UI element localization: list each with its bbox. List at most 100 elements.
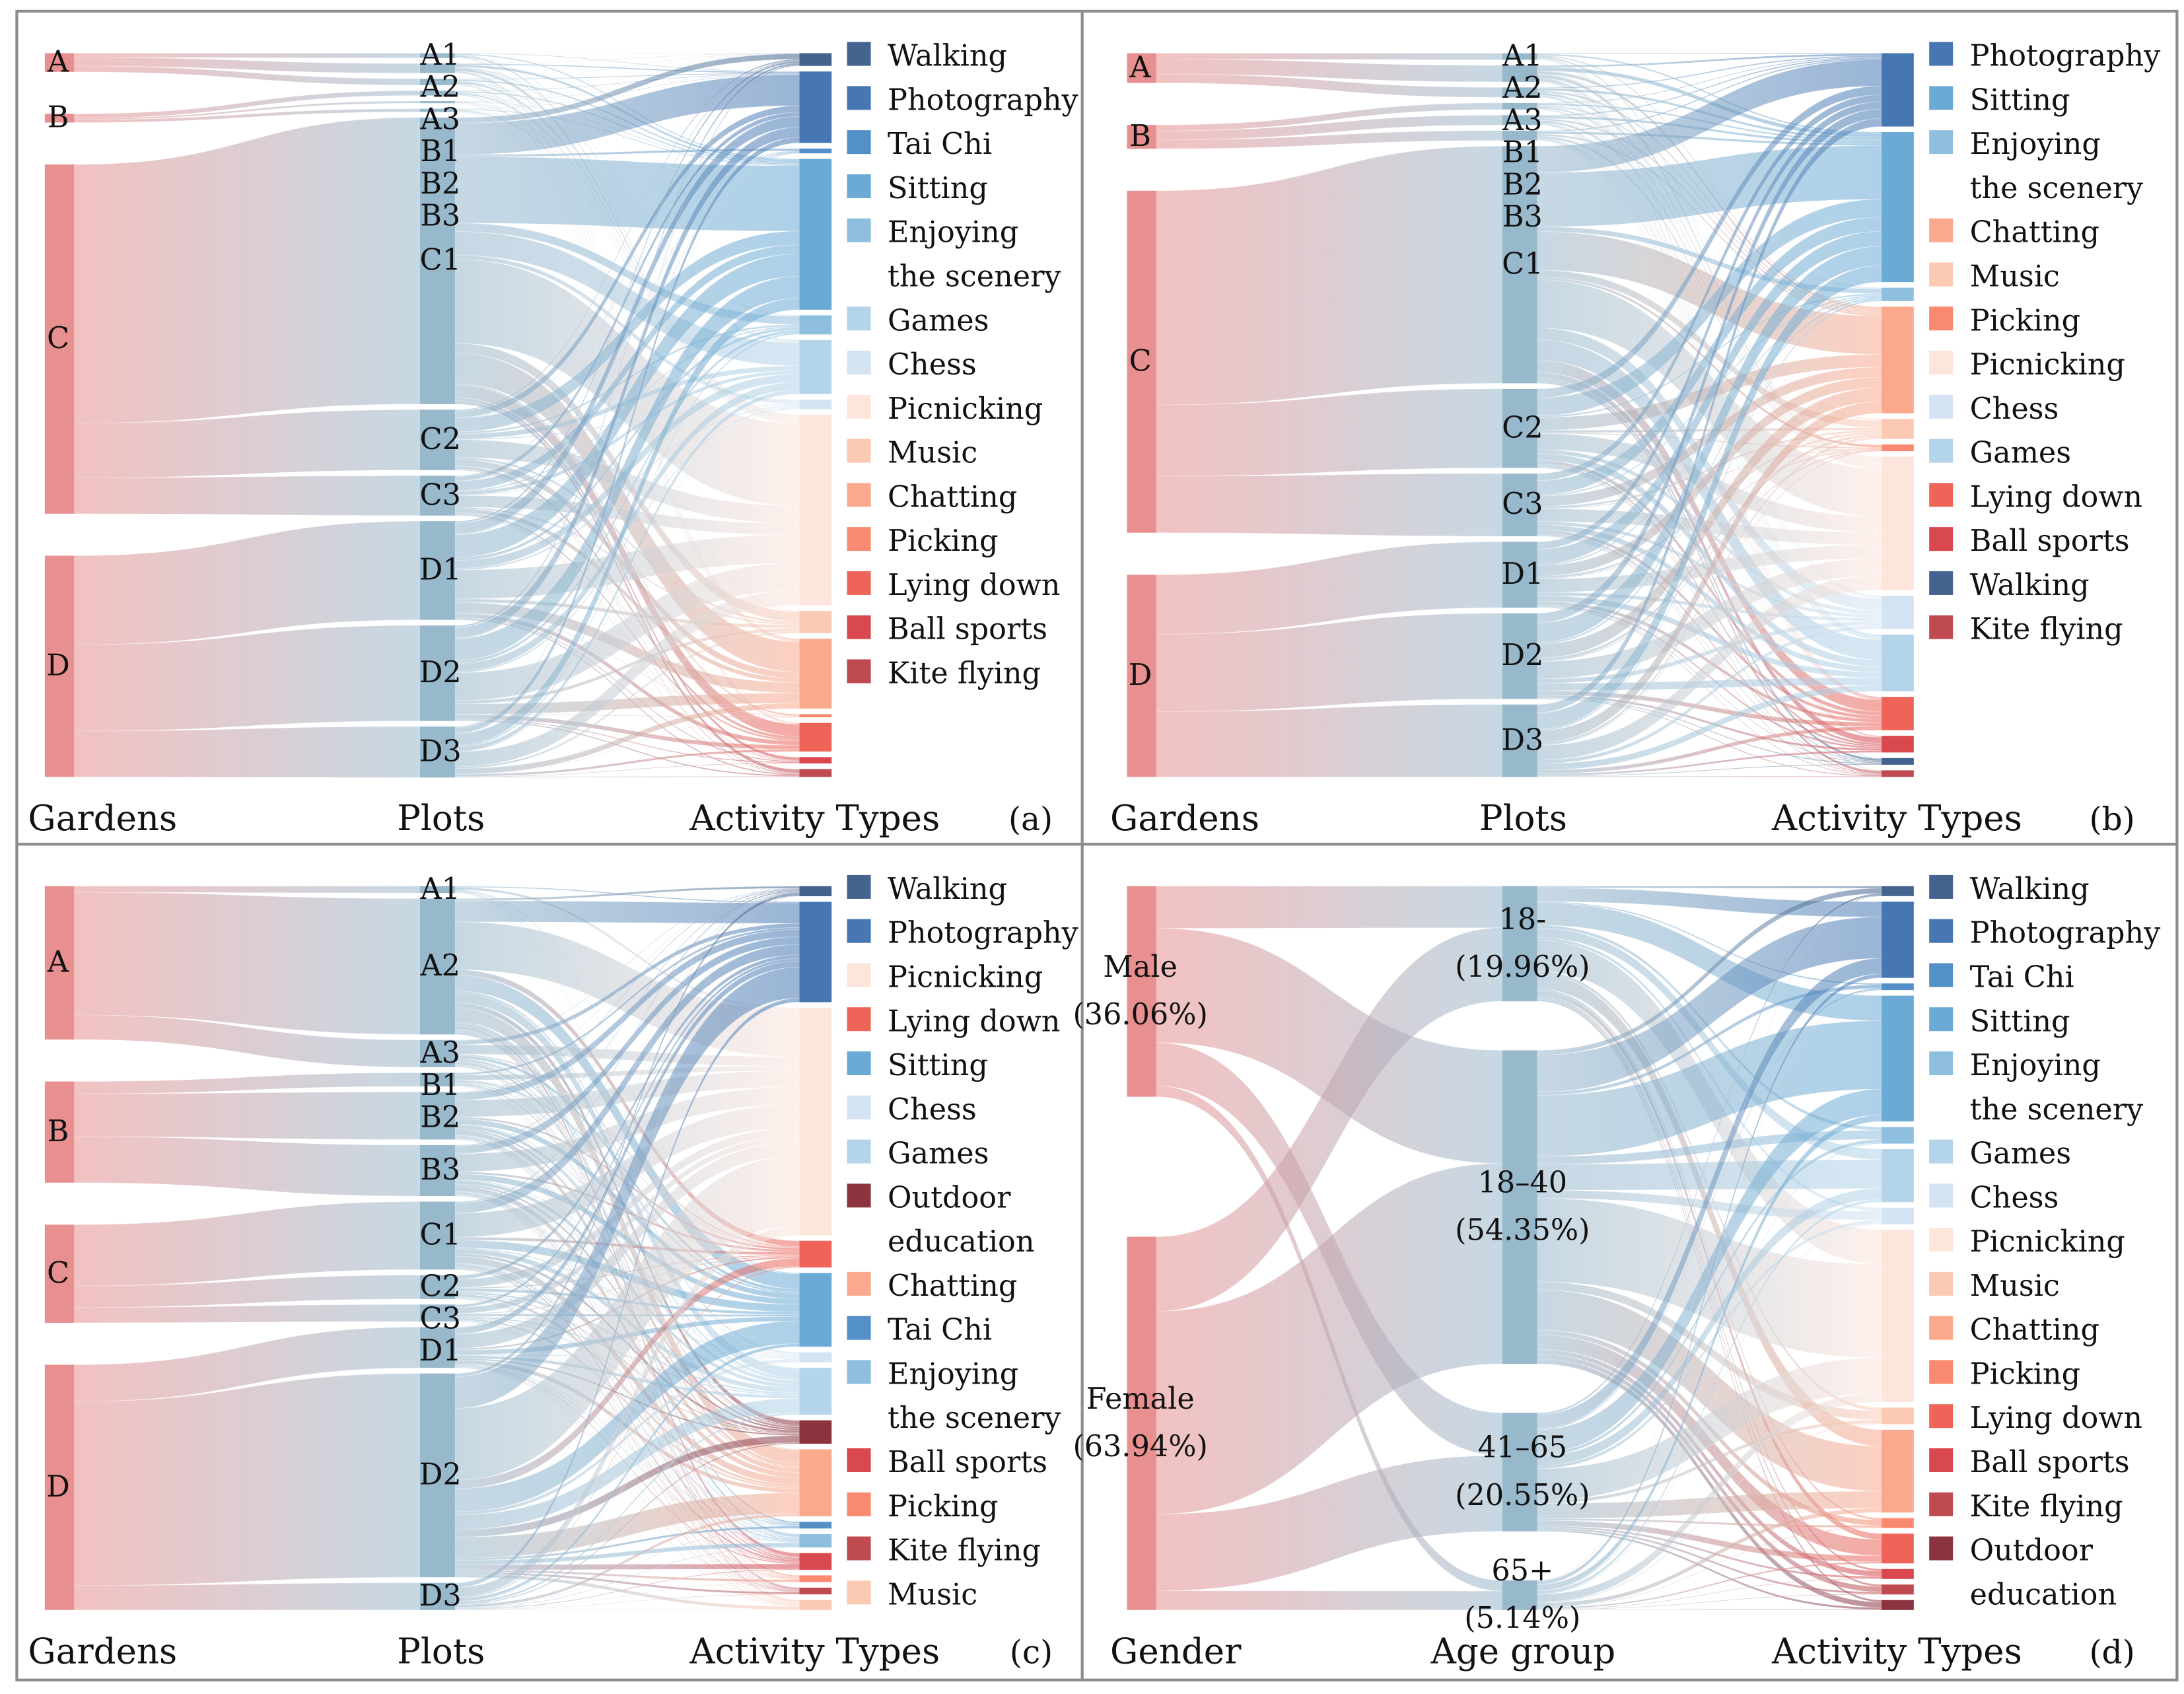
node-tai-chi [799,1522,832,1529]
legend-swatch [1929,1536,1954,1561]
node-photography [799,71,832,143]
node-label: A3 [1502,104,1542,137]
legend-label: Tai Chi [1970,960,2074,994]
axis-label-left: Gardens [28,798,177,839]
node-chess [799,400,832,409]
flow-link [1156,473,1503,537]
node-sitting [1882,995,1914,1122]
node-d [44,1364,75,1610]
node-c [44,164,75,514]
legend-swatch [1929,1183,1954,1208]
legend-label: Picking [888,1490,998,1524]
legend: Walking Photography Picnicking Lying down Si… [847,872,1079,1611]
legend-swatch [1929,306,1954,331]
node-picnicking [799,1007,832,1236]
node-label: B2 [1502,168,1543,201]
flow-link [1537,53,1882,55]
node-label: D1 [1501,557,1543,591]
flow-link [1537,450,1882,746]
node-lying-down [1882,1534,1914,1564]
flow-link [1537,973,1882,1585]
legend-swatch [1929,439,1954,463]
legend-label: Chatting [1970,216,2099,250]
node-male [1127,886,1157,1097]
legend-label: Outdoor education [888,1181,1035,1259]
node-label: D1 [419,553,462,587]
node-b1 [419,1073,455,1086]
source-nodes: A B C D [44,886,75,1610]
node-label: C1 [1502,248,1543,281]
flow-link [73,117,421,424]
legend-label: Chess [888,348,977,382]
node-label: C2 [1502,411,1543,445]
node-chatting [1882,1429,1914,1513]
legend-label: Kite flying [1970,1490,2123,1524]
node-games [799,1368,832,1415]
node-label: B3 [420,199,460,233]
node-b1 [1502,102,1537,110]
legend-swatch [847,439,871,463]
legend-swatch [1929,1360,1954,1384]
node-outdoor-education [1882,1600,1914,1610]
legend-swatch [847,218,871,242]
legend-label: Lying down [888,1005,1060,1038]
node-41-65 [1502,1413,1537,1532]
panel-tag: (d) [2090,1634,2135,1671]
node-percent-label: (20.55%) [1455,1479,1590,1512]
legend-swatch [847,1139,871,1164]
middle-nodes: 18- (19.96%) 18–40 (54.35%) 41–65 (20.55%) 65+… [1455,886,1590,1635]
node-percent-label: (54.35%) [1455,1214,1590,1248]
node-a1 [419,53,455,58]
node-label: A1 [419,872,460,906]
legend-swatch [1929,1448,1954,1473]
legend-swatch [1929,42,1954,66]
node-label: A3 [419,1036,460,1070]
node-label: D2 [419,656,462,689]
legend-swatch [847,1316,871,1340]
flow-link [454,749,800,777]
axis-label-left: Gardens [28,1631,177,1672]
node-label: C1 [420,1218,461,1252]
node-games [1882,634,1914,691]
node-tai-chi [1882,983,1914,991]
legend-label: Chatting [888,480,1017,514]
node-music [1882,419,1914,439]
legend-swatch [847,1580,871,1605]
node-label: D3 [419,1579,462,1613]
legend-swatch [847,615,871,639]
node-label: C3 [420,478,461,512]
panel-tag: (c) [1010,1634,1053,1671]
node-tai-chi [799,148,832,154]
legend-swatch [847,351,871,375]
legend-swatch [847,1051,871,1076]
node-a1 [1502,53,1537,60]
links [73,53,800,778]
flow-link [1156,541,1503,635]
node-18- [1502,886,1537,1002]
legend-label: Photography [888,917,1079,950]
legend-label: Sitting [888,172,988,205]
axis-labels: Gardens Plots Activity Types [1110,798,2022,839]
legend-swatch [847,1183,871,1208]
node-b [1127,125,1157,149]
flow-link [1537,763,1882,777]
flow-link [73,1304,421,1323]
legend-swatch [847,1007,871,1032]
node-chess [1882,1207,1914,1224]
legend-label: Photography [888,83,1079,117]
node-label: B3 [1502,200,1543,234]
node-label: A1 [419,38,460,72]
node-c2 [419,409,455,470]
node-ball-sports [799,1553,832,1570]
node-picking [799,1575,832,1582]
node-label: B1 [420,135,460,168]
node-a2 [419,898,455,1035]
legend-swatch [847,1271,871,1296]
node-a [44,886,75,1040]
legend-label: Lying down [1970,480,2142,514]
flow-link [454,407,800,752]
legend-swatch [1929,1007,1954,1032]
legend-swatch [1929,394,1954,419]
